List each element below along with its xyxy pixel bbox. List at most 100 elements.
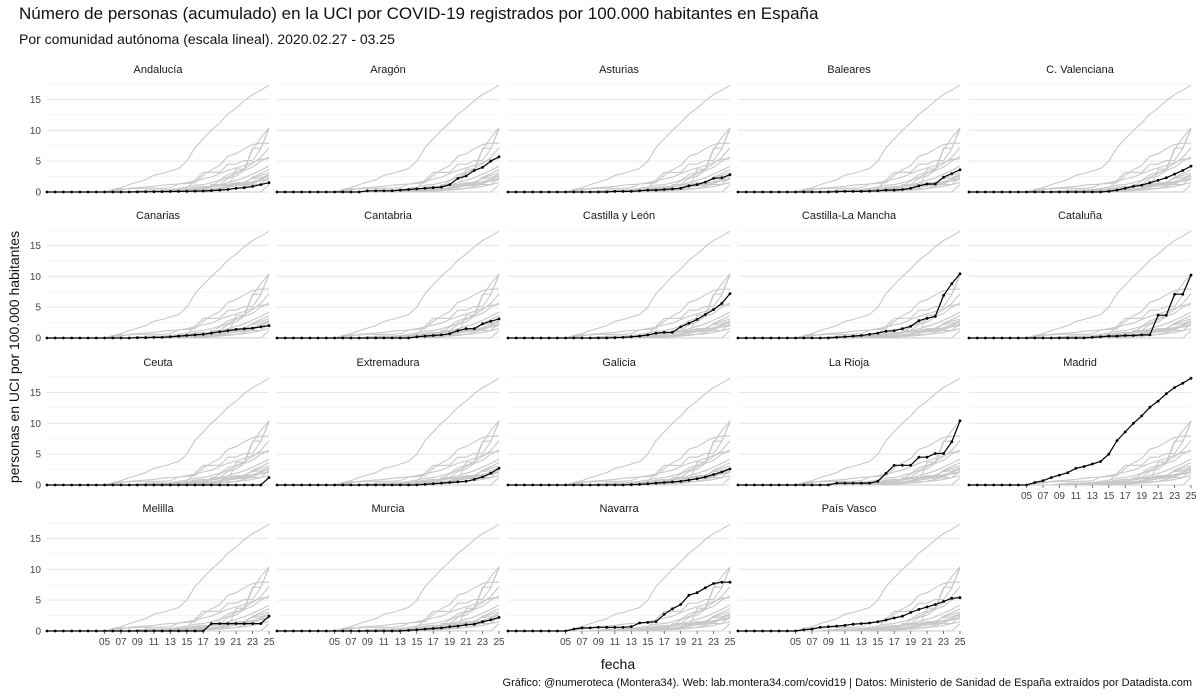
- data-point: [218, 330, 222, 334]
- data-point: [572, 627, 576, 631]
- data-point: [152, 190, 156, 194]
- data-point: [78, 190, 82, 194]
- data-point: [45, 190, 49, 194]
- data-point: [1099, 190, 1102, 194]
- data-point: [308, 336, 312, 340]
- y-tick-label: 0: [35, 188, 41, 199]
- data-point: [785, 336, 789, 340]
- data-point: [111, 190, 115, 194]
- data-point: [78, 629, 82, 633]
- data-point: [210, 483, 213, 487]
- data-point: [1090, 336, 1094, 339]
- data-point: [514, 190, 518, 194]
- data-point: [843, 335, 847, 339]
- data-point: [168, 190, 172, 193]
- facet-panel-madrid: Madrid 05 07 09 11 13 15 17 19 21 23 25: [967, 357, 1197, 502]
- facet-title: País Vasco: [822, 503, 877, 515]
- data-point: [605, 625, 609, 629]
- data-point: [802, 628, 806, 632]
- data-point: [366, 483, 369, 487]
- data-point: [884, 329, 888, 333]
- series-line-asturias: [508, 174, 731, 193]
- data-point: [564, 336, 567, 340]
- data-point: [892, 616, 896, 620]
- x-tick-label: 13: [626, 637, 638, 648]
- data-point: [168, 483, 172, 487]
- x-tick-label: 17: [198, 637, 210, 648]
- data-point: [333, 483, 336, 487]
- data-point: [398, 188, 402, 192]
- x-tick-label: 11: [379, 637, 390, 648]
- data-point: [1016, 483, 1020, 487]
- data-point: [497, 616, 501, 619]
- data-point: [514, 336, 518, 340]
- data-point: [539, 190, 543, 194]
- facet-panel-extremadura: Extremadura: [275, 357, 501, 487]
- facet-title: Castilla-La Mancha: [802, 210, 897, 222]
- data-point: [810, 190, 814, 194]
- data-point: [629, 483, 633, 487]
- data-point: [646, 482, 650, 486]
- data-point: [78, 336, 82, 340]
- data-point: [984, 483, 987, 487]
- data-point: [489, 618, 493, 622]
- data-point: [892, 188, 896, 192]
- data-point: [851, 334, 855, 338]
- x-tick-label: 05: [1021, 491, 1033, 502]
- data-point: [1000, 190, 1004, 194]
- data-point: [341, 336, 345, 340]
- data-point: [111, 483, 115, 487]
- data-point: [119, 190, 123, 194]
- data-point: [646, 621, 650, 624]
- data-point: [193, 333, 197, 337]
- facet-panel-castilla-y-leon: Castilla y León: [506, 210, 732, 340]
- data-point: [292, 629, 295, 633]
- data-point: [341, 629, 345, 633]
- data-point: [802, 336, 806, 340]
- data-point: [703, 475, 707, 479]
- data-point: [177, 190, 181, 193]
- data-point: [654, 331, 658, 335]
- data-point: [588, 190, 592, 194]
- data-point: [917, 184, 921, 188]
- data-point: [275, 483, 279, 487]
- data-point: [242, 483, 246, 487]
- data-point: [308, 629, 312, 633]
- facet-title: Murcia: [371, 503, 405, 515]
- data-point: [794, 190, 797, 194]
- data-point: [382, 336, 386, 340]
- data-point: [1115, 188, 1119, 192]
- x-tick-label: 07: [806, 637, 818, 648]
- data-point: [53, 483, 57, 487]
- data-point: [1181, 292, 1185, 296]
- x-tick-label: 21: [461, 637, 473, 648]
- data-point: [415, 483, 419, 487]
- y-axis-title: personas en UCI por 100.000 habitantes: [6, 231, 22, 483]
- facet-title: Madrid: [1063, 357, 1097, 369]
- data-point: [193, 483, 197, 487]
- y-tick-label: 10: [30, 272, 42, 283]
- data-point: [144, 629, 148, 633]
- data-point: [94, 190, 98, 194]
- data-point: [300, 190, 304, 194]
- data-point: [481, 620, 484, 624]
- x-tick-label: 09: [1054, 491, 1066, 502]
- y-tick-label: 0: [35, 627, 41, 638]
- data-point: [909, 463, 913, 467]
- x-tick-label: 25: [1185, 491, 1197, 502]
- x-tick-label: 09: [132, 637, 144, 648]
- data-point: [366, 336, 369, 340]
- data-point: [45, 629, 49, 633]
- x-tick-label: 21: [922, 637, 934, 648]
- data-point: [251, 622, 255, 625]
- data-point: [275, 190, 279, 194]
- data-point: [761, 629, 765, 633]
- facet-title: Cataluña: [1058, 210, 1103, 222]
- data-point: [1090, 462, 1094, 466]
- series-line-navarra: [508, 581, 730, 632]
- data-point: [1041, 336, 1045, 340]
- data-point: [605, 483, 609, 487]
- data-point: [572, 336, 576, 340]
